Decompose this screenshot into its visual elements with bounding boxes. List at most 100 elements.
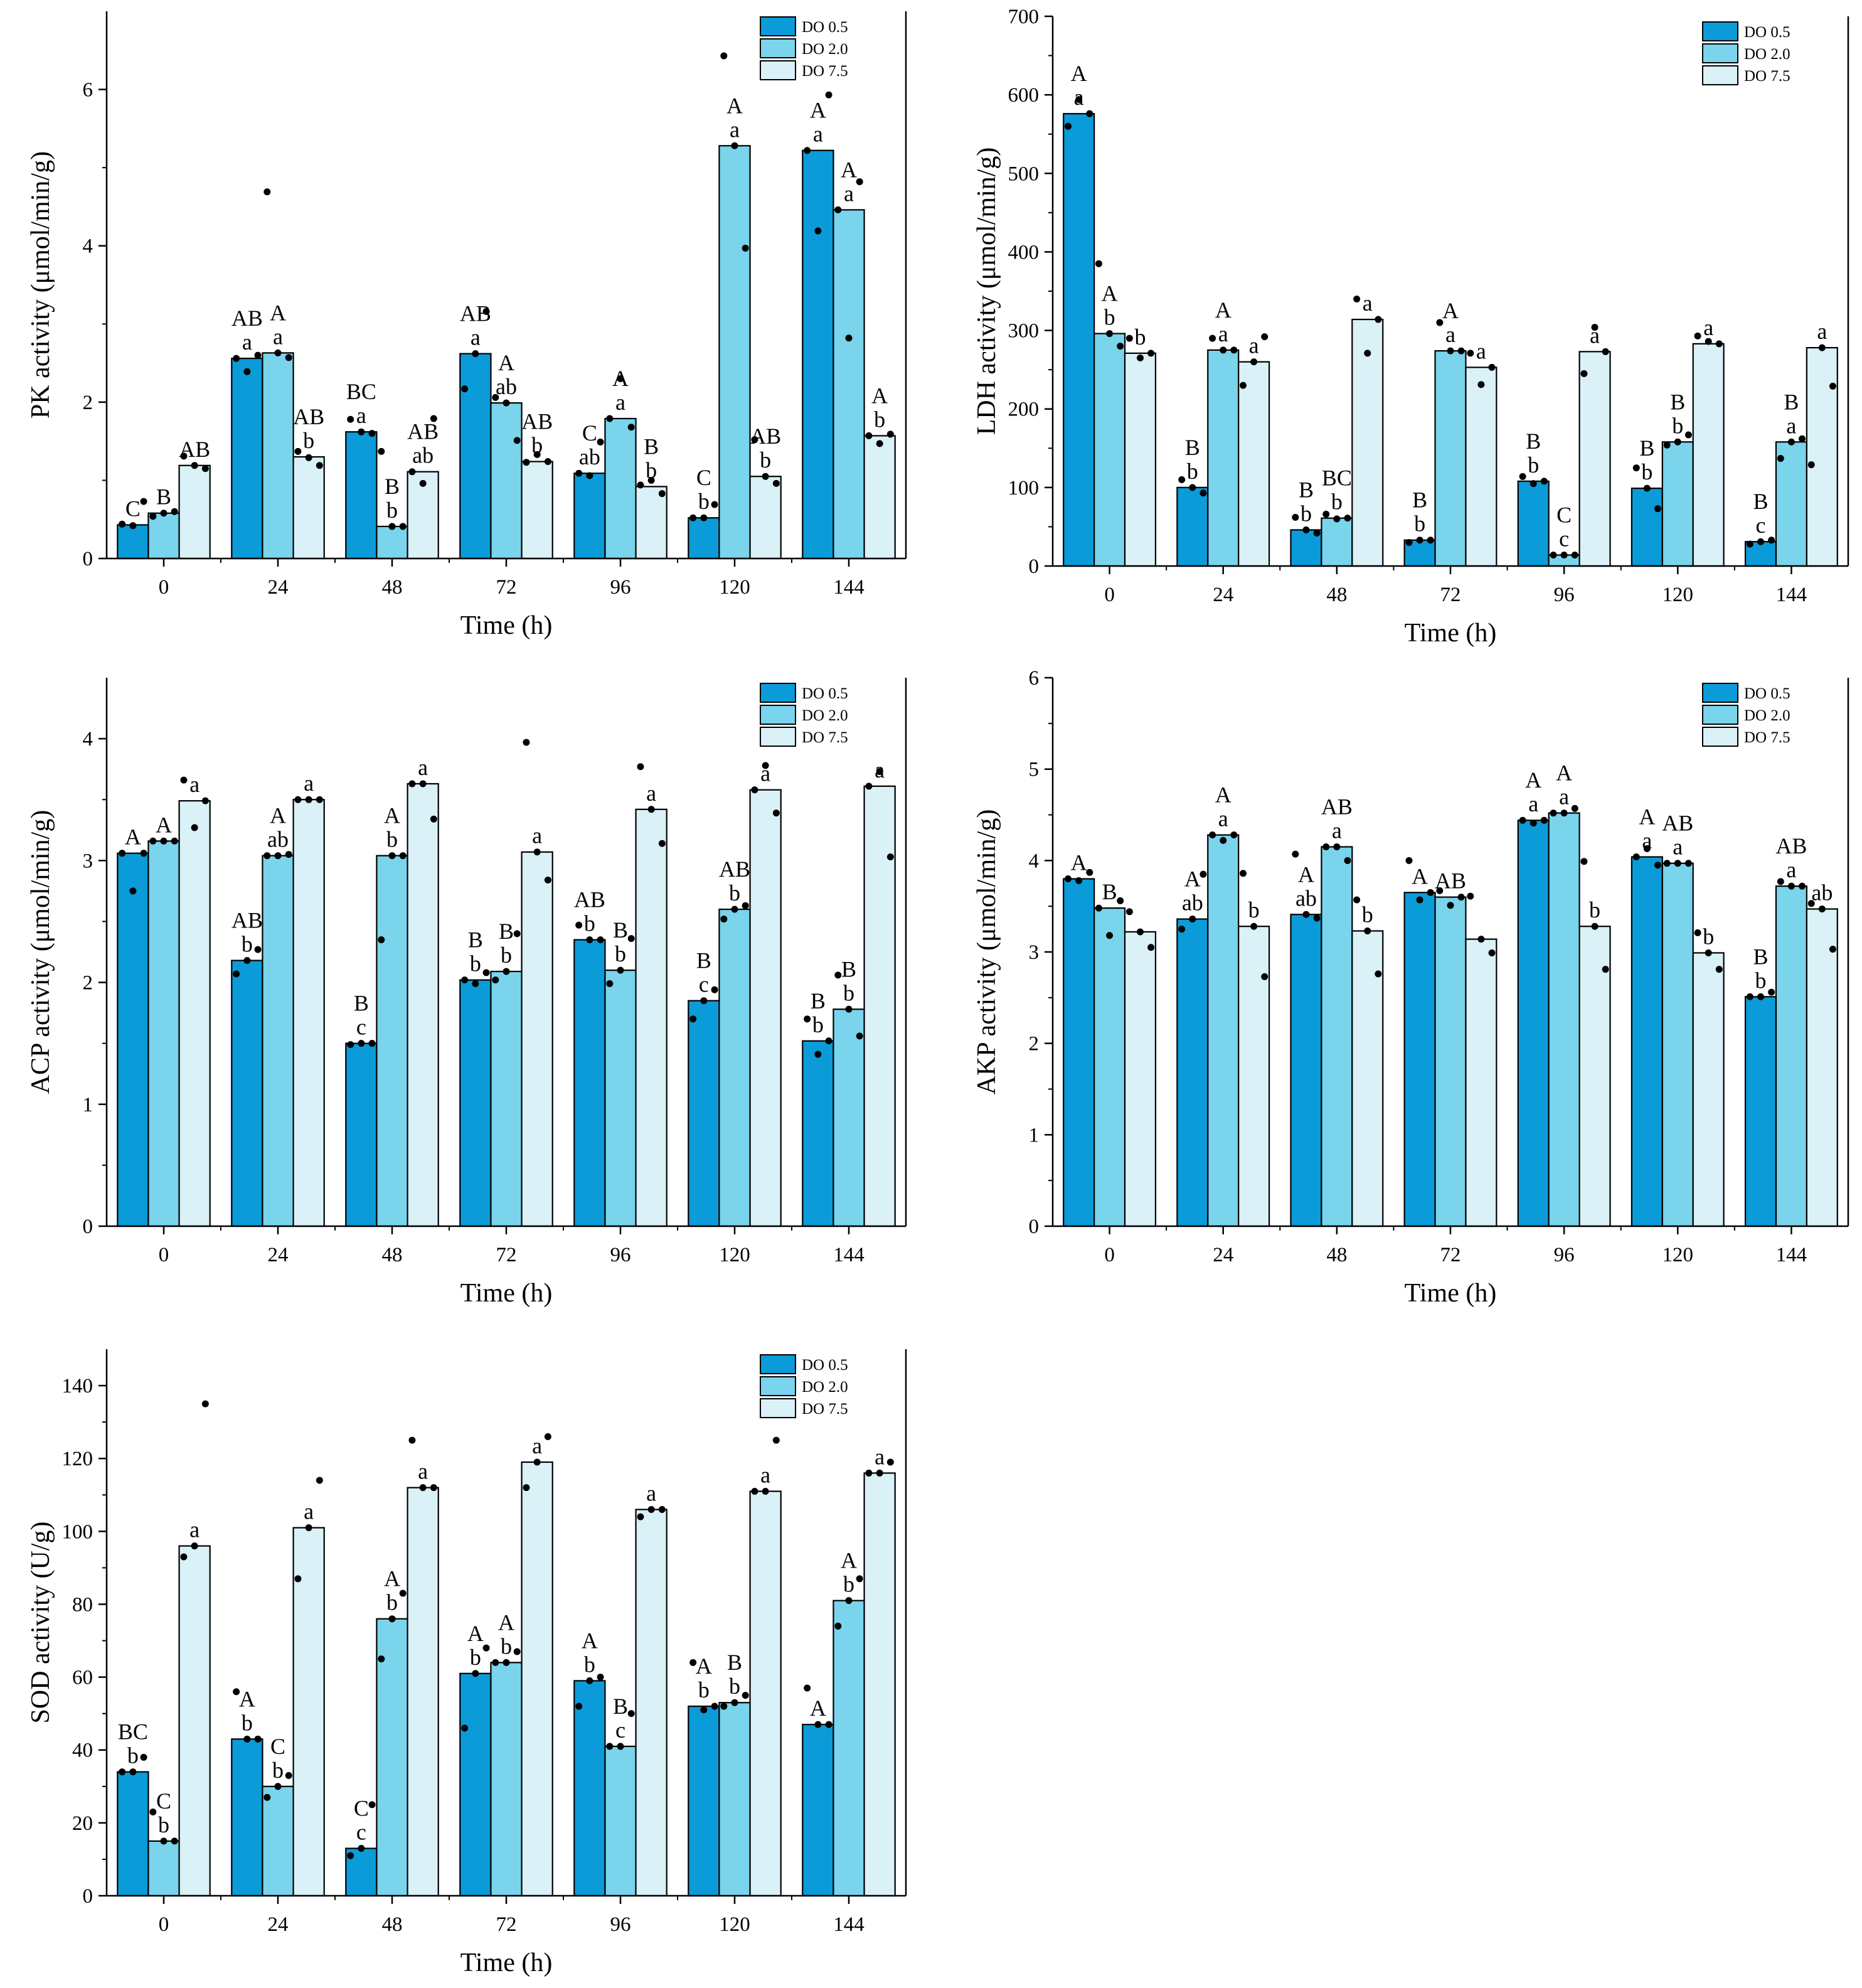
significance-label-DO05-24h: b (242, 1710, 253, 1735)
significance-label-DO20-120h: AB (1662, 811, 1693, 836)
legend-label-DO20: DO 2.0 (1744, 46, 1790, 63)
significance-label-DO20-96h: B (613, 917, 628, 943)
x-tick-label: 48 (1326, 584, 1347, 606)
significance-label-DO05-96h: B (1526, 429, 1541, 454)
significance-label-DO05-96h: C (582, 420, 597, 446)
significance-label-DO05-0h: a (1074, 85, 1084, 110)
data-point-DO75-144h-2 (1829, 382, 1836, 390)
bar-DO20-0h (1093, 333, 1126, 567)
y-tick-label: 40 (72, 1740, 93, 1762)
data-point-DO20-72h-2 (1457, 347, 1465, 355)
y-tick-label: 6 (83, 79, 93, 102)
y-tick-label: 500 (1008, 163, 1040, 185)
significance-label-DO20-24h: a (1218, 321, 1228, 346)
data-point-DO05-72h-1 (472, 980, 479, 987)
data-point-DO05-72h-0 (1405, 857, 1413, 864)
data-point-DO20-144h-0 (834, 206, 842, 213)
data-point-DO20-24h-1 (1220, 836, 1227, 844)
significance-label-DO05-72h: B (468, 927, 483, 953)
significance-label-DO20-48h: AB (1321, 794, 1353, 819)
significance-label-DO05-0h: A (1071, 61, 1087, 86)
significance-label-DO20-144h: a (1786, 857, 1796, 882)
significance-label-DO05-120h: C (696, 465, 711, 490)
data-point-DO05-24h-2 (254, 351, 262, 359)
significance-label-DO05-144h: B (1753, 944, 1769, 969)
data-point-DO75-24h-0 (1240, 870, 1247, 877)
bar-DO20-144h (833, 1008, 865, 1227)
significance-label-DO20-24h: A (1215, 297, 1232, 323)
legend-label-DO75: DO 7.5 (1744, 68, 1790, 85)
data-point-DO20-96h-2 (1571, 804, 1578, 812)
x-tick-label: 144 (1776, 584, 1807, 606)
data-point-DO20-48h-2 (1344, 857, 1351, 864)
data-point-DO05-48h-1 (1302, 526, 1310, 533)
significance-label-DO05-120h: b (1641, 459, 1652, 484)
bar-DO05-144h (802, 1040, 834, 1227)
significance-label-DO75-48h: a (418, 755, 428, 780)
legend-swatch-DO20 (1702, 705, 1738, 725)
y-tick-label: 0 (83, 548, 93, 570)
data-point-DO05-144h-0 (804, 1684, 811, 1692)
data-point-DO75-48h-2 (1375, 316, 1382, 323)
data-point-DO75-120h-1 (1705, 338, 1712, 345)
legend-swatch-DO20 (760, 705, 796, 725)
data-point-DO05-144h-1 (1757, 993, 1765, 1000)
significance-label-DO75-0h: b (1134, 324, 1146, 350)
data-point-DO20-72h-1 (503, 1659, 510, 1666)
x-tick-label: 72 (496, 1244, 517, 1266)
significance-label-DO20-96h: a (615, 390, 625, 415)
data-point-DO20-96h-2 (627, 935, 635, 943)
data-point-DO75-48h-0 (1353, 896, 1361, 904)
significance-label-DO05-0h: b (127, 1743, 139, 1768)
significance-label-DO75-96h: a (646, 781, 656, 806)
legend-label-DO75: DO 7.5 (802, 729, 848, 746)
data-point-DO05-96h-0 (575, 469, 583, 477)
data-point-DO05-24h-1 (243, 957, 251, 965)
data-point-DO05-48h-2 (1313, 529, 1321, 537)
x-tick-label: 0 (159, 576, 169, 599)
x-tick-label: 96 (1554, 584, 1575, 606)
data-point-DO20-72h-1 (503, 968, 510, 975)
data-point-DO05-96h-0 (1519, 473, 1526, 480)
bar-DO20-0h (147, 840, 180, 1227)
y-tick-label: 0 (83, 1216, 93, 1238)
data-point-DO75-96h-2 (658, 840, 666, 847)
data-point-DO20-24h-1 (1220, 346, 1227, 354)
data-point-DO75-48h-0 (408, 1436, 416, 1444)
data-point-DO75-48h-2 (430, 1484, 437, 1492)
bar-DO05-0h (1063, 113, 1095, 567)
significance-label-DO75-48h: b (1362, 902, 1373, 927)
data-point-DO75-0h-1 (191, 824, 198, 831)
y-axis-title: ACP activity (μmol/min/g) (26, 810, 55, 1094)
significance-label-DO20-144h: a (844, 181, 854, 206)
bar-DO75-0h (178, 464, 211, 560)
significance-label-DO20-120h: A (726, 93, 743, 118)
bar-DO20-96h (1548, 812, 1580, 1227)
data-point-DO05-120h-2 (1654, 862, 1661, 869)
data-point-DO75-0h-2 (1147, 350, 1155, 357)
data-point-DO75-72h-2 (1488, 949, 1496, 956)
data-point-DO05-48h-1 (1302, 911, 1310, 918)
significance-label-DO75-72h: a (532, 1433, 542, 1458)
bar-DO20-96h (604, 417, 637, 560)
significance-label-DO05-48h: a (356, 403, 366, 428)
bar-DO20-120h (718, 908, 751, 1227)
significance-label-DO05-72h: B (1412, 488, 1427, 513)
significance-label-DO20-120h: a (1673, 835, 1683, 860)
data-point-DO75-0h-0 (180, 1553, 188, 1561)
data-point-DO20-96h-2 (1571, 551, 1578, 558)
significance-label-DO20-120h: B (1670, 389, 1685, 414)
legend-swatch-DO75 (1702, 727, 1738, 747)
bar-DO20-24h (262, 1785, 294, 1897)
data-point-DO20-144h-2 (856, 178, 863, 186)
data-point-DO05-72h-1 (1416, 537, 1423, 544)
bar-DO05-144h (802, 149, 834, 560)
y-tick-label: 3 (1029, 941, 1040, 964)
bar-DO20-120h (1661, 441, 1694, 567)
bar-DO20-24h (262, 352, 294, 560)
x-tick-label: 24 (268, 1913, 289, 1936)
bar-DO05-0h (117, 524, 149, 560)
significance-label-DO75-120h: a (1703, 315, 1713, 340)
data-point-DO20-48h-1 (388, 523, 396, 530)
data-point-DO05-120h-0 (689, 1659, 697, 1666)
